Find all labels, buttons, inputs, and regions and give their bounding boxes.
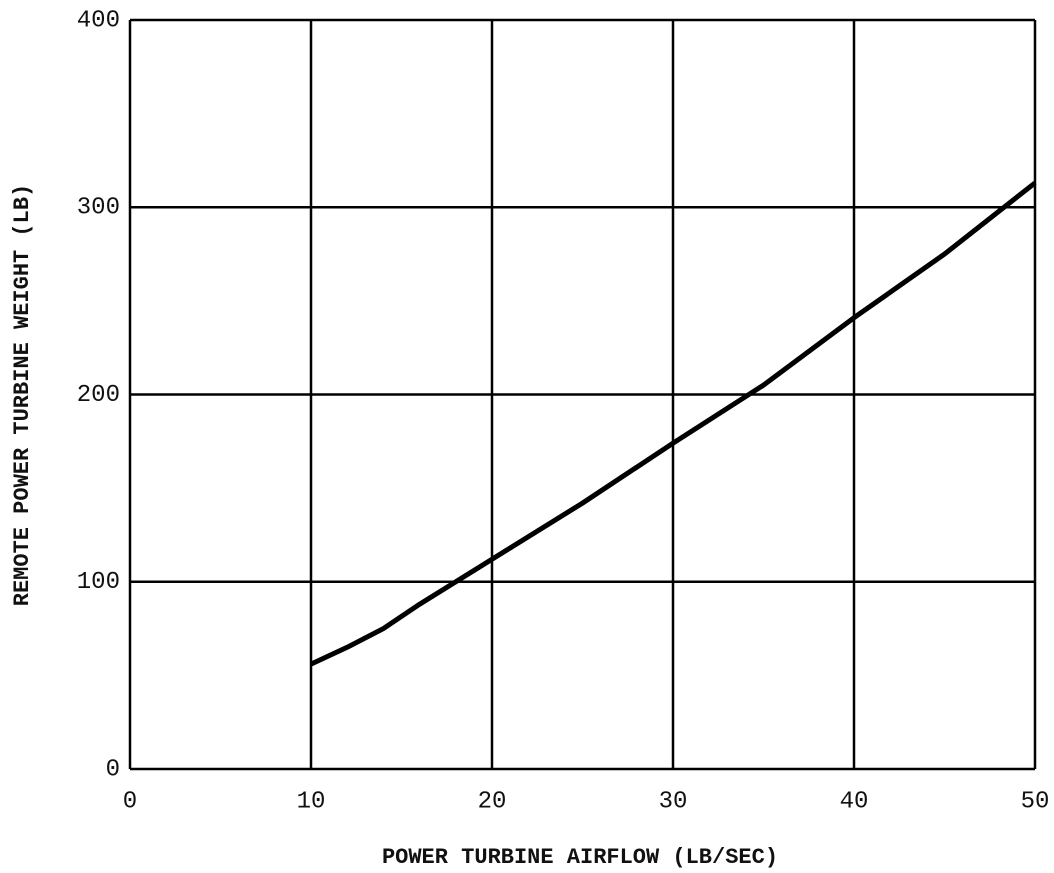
x-tick-label: 20 [478, 788, 507, 815]
x-tick-label: 10 [297, 788, 326, 815]
x-axis-label: POWER TURBINE AIRFLOW (LB/SEC) [382, 845, 778, 870]
x-tick-label: 50 [1021, 788, 1050, 815]
data-line [309, 180, 1037, 667]
x-tick-label: 0 [123, 788, 137, 815]
x-tick-label: 30 [659, 788, 688, 815]
y-axis-label: REMOTE POWER TURBINE WEIGHT (LB) [10, 184, 35, 606]
x-tick-label: 40 [840, 788, 869, 815]
y-tick-label: 400 [77, 7, 120, 34]
y-tick-label: 300 [77, 195, 120, 222]
y-tick-label: 100 [77, 569, 120, 596]
y-tick-label: 200 [77, 382, 120, 409]
y-tick-label: 0 [106, 756, 120, 783]
